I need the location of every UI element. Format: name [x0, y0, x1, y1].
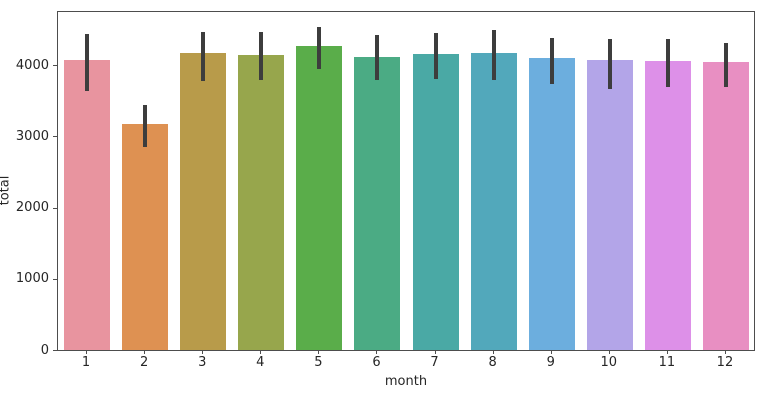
x-tick-label: 6 — [372, 355, 381, 370]
y-tick-mark — [53, 350, 57, 351]
x-axis-label: month — [384, 374, 428, 389]
y-tick-mark — [53, 278, 57, 280]
x-tick-label: 12 — [716, 355, 734, 370]
bars-layer — [58, 12, 754, 350]
x-tick-mark — [144, 350, 146, 354]
error-bar-month-11 — [665, 39, 670, 88]
x-tick-mark — [318, 350, 320, 354]
error-bar-month-5 — [317, 26, 322, 70]
x-tick-mark — [608, 350, 610, 354]
bar-month-11 — [644, 60, 691, 350]
x-tick-mark — [550, 350, 552, 354]
bar-month-5 — [296, 45, 343, 350]
y-tick-label: 4000 — [15, 57, 49, 73]
error-bar-month-8 — [491, 30, 496, 80]
bar-month-12 — [702, 61, 749, 350]
error-bar-month-2 — [143, 104, 148, 147]
bar-month-7 — [412, 53, 459, 350]
error-bar-month-4 — [259, 31, 264, 81]
x-tick-label: 7 — [430, 355, 439, 370]
y-tick-label: 2000 — [15, 200, 49, 216]
error-bar-month-10 — [607, 39, 612, 89]
x-tick-mark — [666, 350, 668, 354]
x-tick-mark — [86, 350, 88, 354]
bar-month-3 — [180, 53, 227, 350]
error-bar-month-7 — [433, 33, 438, 79]
error-bar-month-12 — [723, 42, 728, 88]
x-tick-mark — [724, 350, 726, 354]
bar-month-2 — [122, 124, 169, 350]
x-tick-label: 10 — [600, 355, 618, 370]
x-tick-label: 9 — [546, 355, 555, 370]
error-bar-month-3 — [201, 31, 206, 82]
y-tick-mark — [53, 65, 57, 67]
y-tick-label: 0 — [40, 342, 49, 358]
bar-month-8 — [470, 53, 517, 350]
x-tick-label: 2 — [139, 355, 149, 370]
bar-month-1 — [64, 60, 111, 350]
y-tick-label: 1000 — [15, 271, 49, 287]
x-tick-mark — [260, 350, 262, 354]
y-tick-mark — [53, 207, 57, 209]
x-tick-mark — [376, 350, 378, 354]
x-tick-label: 8 — [488, 355, 497, 370]
error-bar-month-9 — [549, 38, 554, 84]
bar-month-6 — [354, 57, 401, 350]
x-tick-label: 11 — [658, 355, 676, 370]
x-tick-label: 5 — [314, 355, 323, 370]
y-axis-label: total — [0, 175, 13, 206]
plot-area — [57, 11, 755, 351]
y-tick-label: 3000 — [15, 128, 49, 144]
x-tick-label: 4 — [256, 355, 265, 370]
x-tick-label: 3 — [198, 355, 207, 370]
bar-month-10 — [586, 59, 633, 350]
x-tick-mark — [492, 350, 494, 354]
y-tick-mark — [53, 136, 57, 138]
bar-month-4 — [238, 55, 285, 350]
x-tick-label: 1 — [81, 355, 91, 370]
x-tick-mark — [434, 350, 436, 354]
x-tick-mark — [202, 350, 204, 354]
bar-month-9 — [528, 58, 575, 350]
error-bar-month-6 — [375, 35, 380, 81]
error-bar-month-1 — [85, 34, 90, 92]
